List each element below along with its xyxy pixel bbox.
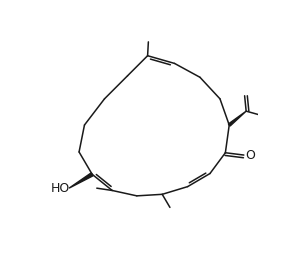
Text: HO: HO: [51, 182, 70, 196]
Polygon shape: [228, 111, 246, 126]
Text: O: O: [245, 149, 255, 162]
Polygon shape: [69, 173, 93, 188]
